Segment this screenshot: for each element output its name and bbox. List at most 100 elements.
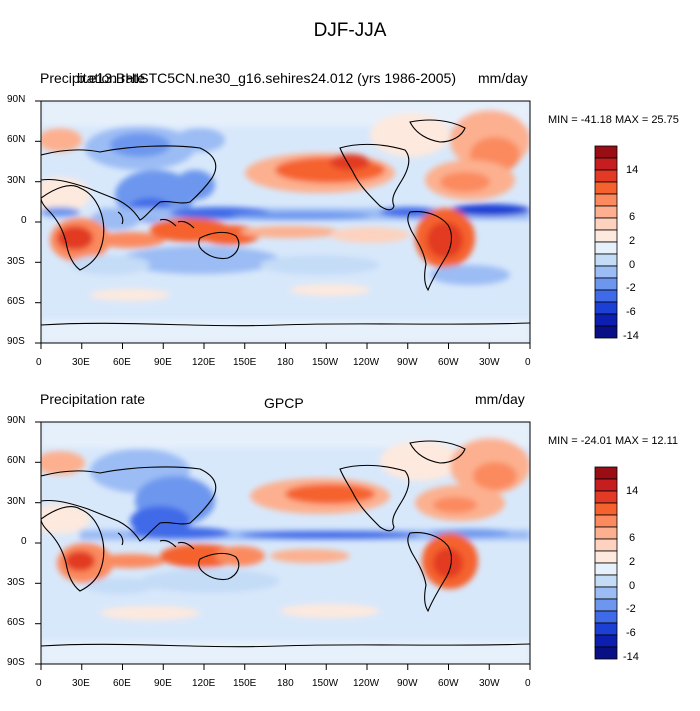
- map-svg: [35, 421, 618, 670]
- colorbar-swatch: [594, 634, 618, 648]
- coastlines: [41, 440, 530, 648]
- x-tick-label: 120W: [353, 678, 380, 689]
- colorbar-swatch: [594, 502, 618, 516]
- x-tick-label: 60W: [438, 357, 459, 368]
- colorbar-swatch: [594, 586, 618, 600]
- colorbar-swatch: [594, 169, 618, 183]
- x-tick-label: 30W: [479, 678, 500, 689]
- x-tick-label: 60W: [438, 678, 459, 689]
- colorbar: [594, 466, 618, 660]
- x-tick-label: 90E: [154, 357, 172, 368]
- colorbar-label: 14: [626, 164, 639, 176]
- colorbar-swatch: [594, 514, 618, 528]
- panel-units: mm/day: [478, 70, 528, 86]
- y-tick-label: 0: [21, 536, 27, 547]
- map-svg: [35, 100, 618, 349]
- colorbar-label: 0: [629, 580, 636, 592]
- x-tick-label: 0: [525, 678, 531, 689]
- precip-field: [41, 101, 530, 343]
- x-tick-label: 90E: [154, 678, 172, 689]
- y-tick-label: 60N: [7, 455, 26, 466]
- colorbar-swatch: [594, 229, 618, 243]
- x-tick-label: 0: [36, 678, 42, 689]
- colorbar-label: -14: [623, 330, 639, 342]
- colorbar-swatch: [594, 301, 618, 315]
- y-tick-label: 90S: [7, 336, 25, 347]
- x-tick-label: 30E: [72, 357, 90, 368]
- y-tick-label: 30S: [7, 577, 25, 588]
- colorbar-swatch: [594, 622, 618, 636]
- colorbar-label: 2: [629, 556, 636, 568]
- x-tick-label: 150E: [233, 357, 257, 368]
- colorbar-swatch: [594, 145, 618, 159]
- colorbar-label: -6: [626, 627, 636, 639]
- x-tick-label: 30W: [479, 357, 500, 368]
- colorbar-label: 14: [626, 485, 639, 497]
- x-tick-label: 150W: [312, 357, 339, 368]
- colorbar-swatch: [594, 490, 618, 504]
- x-tick-label: 180: [277, 678, 294, 689]
- y-tick-label: 90N: [7, 94, 26, 105]
- y-tick-label: 90S: [7, 657, 25, 668]
- x-tick-label: 90W: [397, 357, 418, 368]
- colorbar-swatch: [594, 205, 618, 219]
- colorbar-label: 6: [629, 211, 636, 223]
- colorbar-swatch: [594, 574, 618, 588]
- colorbar-label: 6: [629, 532, 636, 544]
- panel-units: mm/day: [475, 391, 525, 407]
- x-tick-label: 30E: [72, 678, 90, 689]
- panel-minmax: MIN = -41.18 MAX = 25.75: [548, 114, 679, 126]
- panel-left-title: Precipitation rate: [40, 70, 146, 86]
- x-tick-label: 0: [525, 357, 531, 368]
- precip-field: [41, 422, 530, 664]
- colorbar-swatch: [594, 325, 618, 339]
- panel-center-title: b.e13.BHISTC5CN.ne30_g16.sehires24.012 (…: [77, 70, 457, 86]
- x-tick-label: 60E: [113, 357, 131, 368]
- y-tick-label: 0: [21, 215, 27, 226]
- colorbar-swatch: [594, 550, 618, 564]
- x-tick-label: 120W: [353, 357, 380, 368]
- colorbar-swatch: [594, 562, 618, 576]
- y-tick-label: 60S: [7, 617, 25, 628]
- x-tick-label: 180: [277, 357, 294, 368]
- colorbar-swatch: [594, 610, 618, 624]
- colorbar-swatch: [594, 241, 618, 255]
- y-tick-label: 30N: [7, 496, 26, 507]
- colorbar-label: -2: [626, 282, 636, 294]
- colorbar-swatch: [594, 289, 618, 303]
- colorbar-swatch: [594, 466, 618, 480]
- colorbar-swatch: [594, 538, 618, 552]
- map-panel-model: Precipitation rate b.e13.BHISTC5CN.ne30_…: [0, 70, 700, 390]
- colorbar-label: -2: [626, 603, 636, 615]
- colorbar-swatch: [594, 217, 618, 231]
- page-title: DJF-JJA: [313, 20, 387, 41]
- y-tick-label: 90N: [7, 415, 26, 426]
- y-tick-label: 30S: [7, 256, 25, 267]
- colorbar-label: 2: [629, 235, 636, 247]
- x-tick-label: 120E: [192, 357, 216, 368]
- colorbar-swatch: [594, 157, 618, 171]
- x-tick-label: 60E: [113, 678, 131, 689]
- x-tick-label: 150E: [233, 678, 257, 689]
- y-tick-label: 60N: [7, 134, 26, 145]
- y-tick-label: 60S: [7, 296, 25, 307]
- colorbar-swatch: [594, 526, 618, 540]
- x-tick-label: 150W: [312, 678, 339, 689]
- panel-center-title: GPCP: [264, 395, 304, 411]
- colorbar-swatch: [594, 313, 618, 327]
- coastlines: [41, 119, 530, 327]
- colorbar-swatch: [594, 598, 618, 612]
- colorbar-swatch: [594, 265, 618, 279]
- map-panel-obs: Precipitation rate GPCP mm/day MIN = -24…: [0, 391, 700, 711]
- y-tick-label: 30N: [7, 175, 26, 186]
- panel-minmax: MIN = -24.01 MAX = 12.11: [548, 435, 679, 447]
- colorbar-swatch: [594, 277, 618, 291]
- colorbar-label: 0: [629, 259, 636, 271]
- colorbar-label: -14: [623, 651, 639, 663]
- colorbar-swatch: [594, 193, 618, 207]
- panel-left-title: Precipitation rate: [40, 391, 146, 407]
- colorbar-label: -6: [626, 306, 636, 318]
- x-tick-label: 120E: [192, 678, 216, 689]
- colorbar: [594, 145, 618, 339]
- x-tick-label: 90W: [397, 678, 418, 689]
